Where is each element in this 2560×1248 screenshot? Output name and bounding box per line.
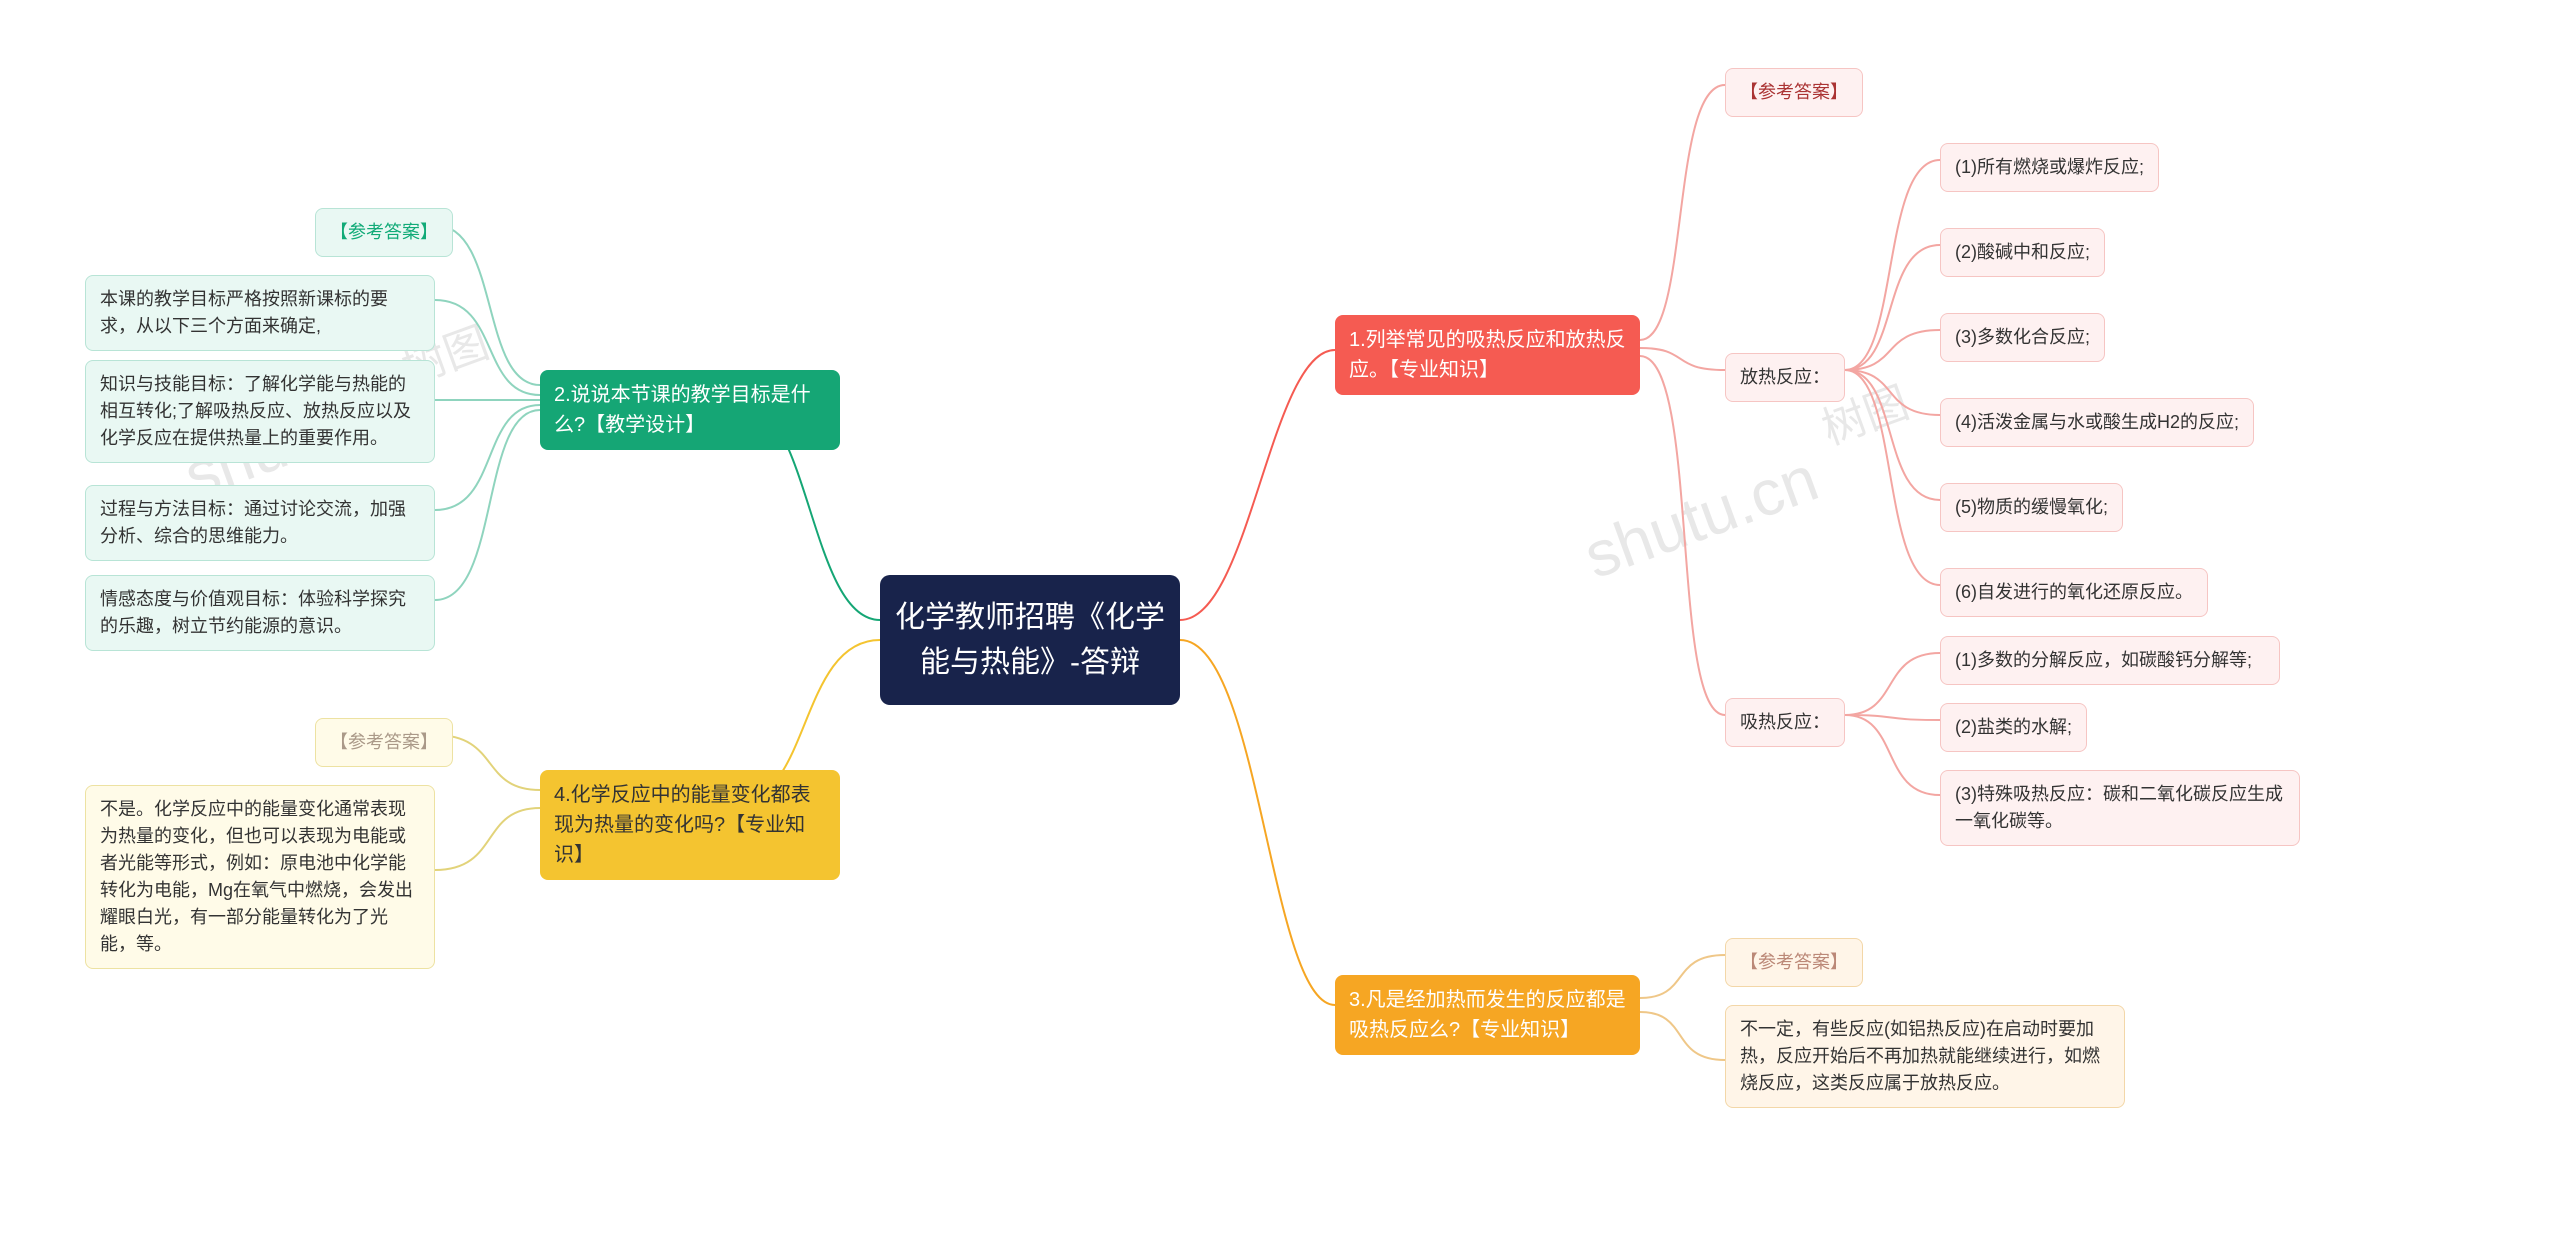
endo-item-2: (2)盐类的水解; [1940,703,2087,752]
branch-3-answer-head: 【参考答案】 [1725,938,1863,987]
branch-1: 1.列举常见的吸热反应和放热反应。【专业知识】 [1335,315,1640,395]
center-node: 化学教师招聘《化学能与热能》-答辩 [880,575,1180,705]
branch-4-answer: 不是。化学反应中的能量变化通常表现为热量的变化，但也可以表现为电能或者光能等形式… [85,785,435,969]
watermark: shutu.cn [1575,441,1828,593]
branch-2-answer-head: 【参考答案】 [315,208,453,257]
branch-4-answer-head: 【参考答案】 [315,718,453,767]
endothermic-label: 吸热反应： [1725,698,1845,747]
branch-4: 4.化学反应中的能量变化都表现为热量的变化吗?【专业知识】 [540,770,840,880]
exo-item-6: (6)自发进行的氧化还原反应。 [1940,568,2208,617]
exo-item-5: (5)物质的缓慢氧化; [1940,483,2123,532]
exo-item-2: (2)酸碱中和反应; [1940,228,2105,277]
branch-2-item-1: 本课的教学目标严格按照新课标的要求，从以下三个方面来确定, [85,275,435,351]
exo-item-3: (3)多数化合反应; [1940,313,2105,362]
exo-item-4: (4)活泼金属与水或酸生成H2的反应; [1940,398,2254,447]
branch-2: 2.说说本节课的教学目标是什么?【教学设计】 [540,370,840,450]
exo-item-1: (1)所有燃烧或爆炸反应; [1940,143,2159,192]
branch-2-item-2: 知识与技能目标：了解化学能与热能的相互转化;了解吸热反应、放热反应以及化学反应在… [85,360,435,463]
exothermic-label: 放热反应： [1725,353,1845,402]
branch-2-item-3: 过程与方法目标：通过讨论交流，加强分析、综合的思维能力。 [85,485,435,561]
endo-item-3: (3)特殊吸热反应：碳和二氧化碳反应生成一氧化碳等。 [1940,770,2300,846]
branch-1-answer-head: 【参考答案】 [1725,68,1863,117]
branch-2-item-4: 情感态度与价值观目标：体验科学探究的乐趣，树立节约能源的意识。 [85,575,435,651]
branch-3: 3.凡是经加热而发生的反应都是吸热反应么?【专业知识】 [1335,975,1640,1055]
branch-3-answer: 不一定，有些反应(如铝热反应)在启动时要加热，反应开始后不再加热就能继续进行，如… [1725,1005,2125,1108]
endo-item-1: (1)多数的分解反应，如碳酸钙分解等; [1940,636,2280,685]
